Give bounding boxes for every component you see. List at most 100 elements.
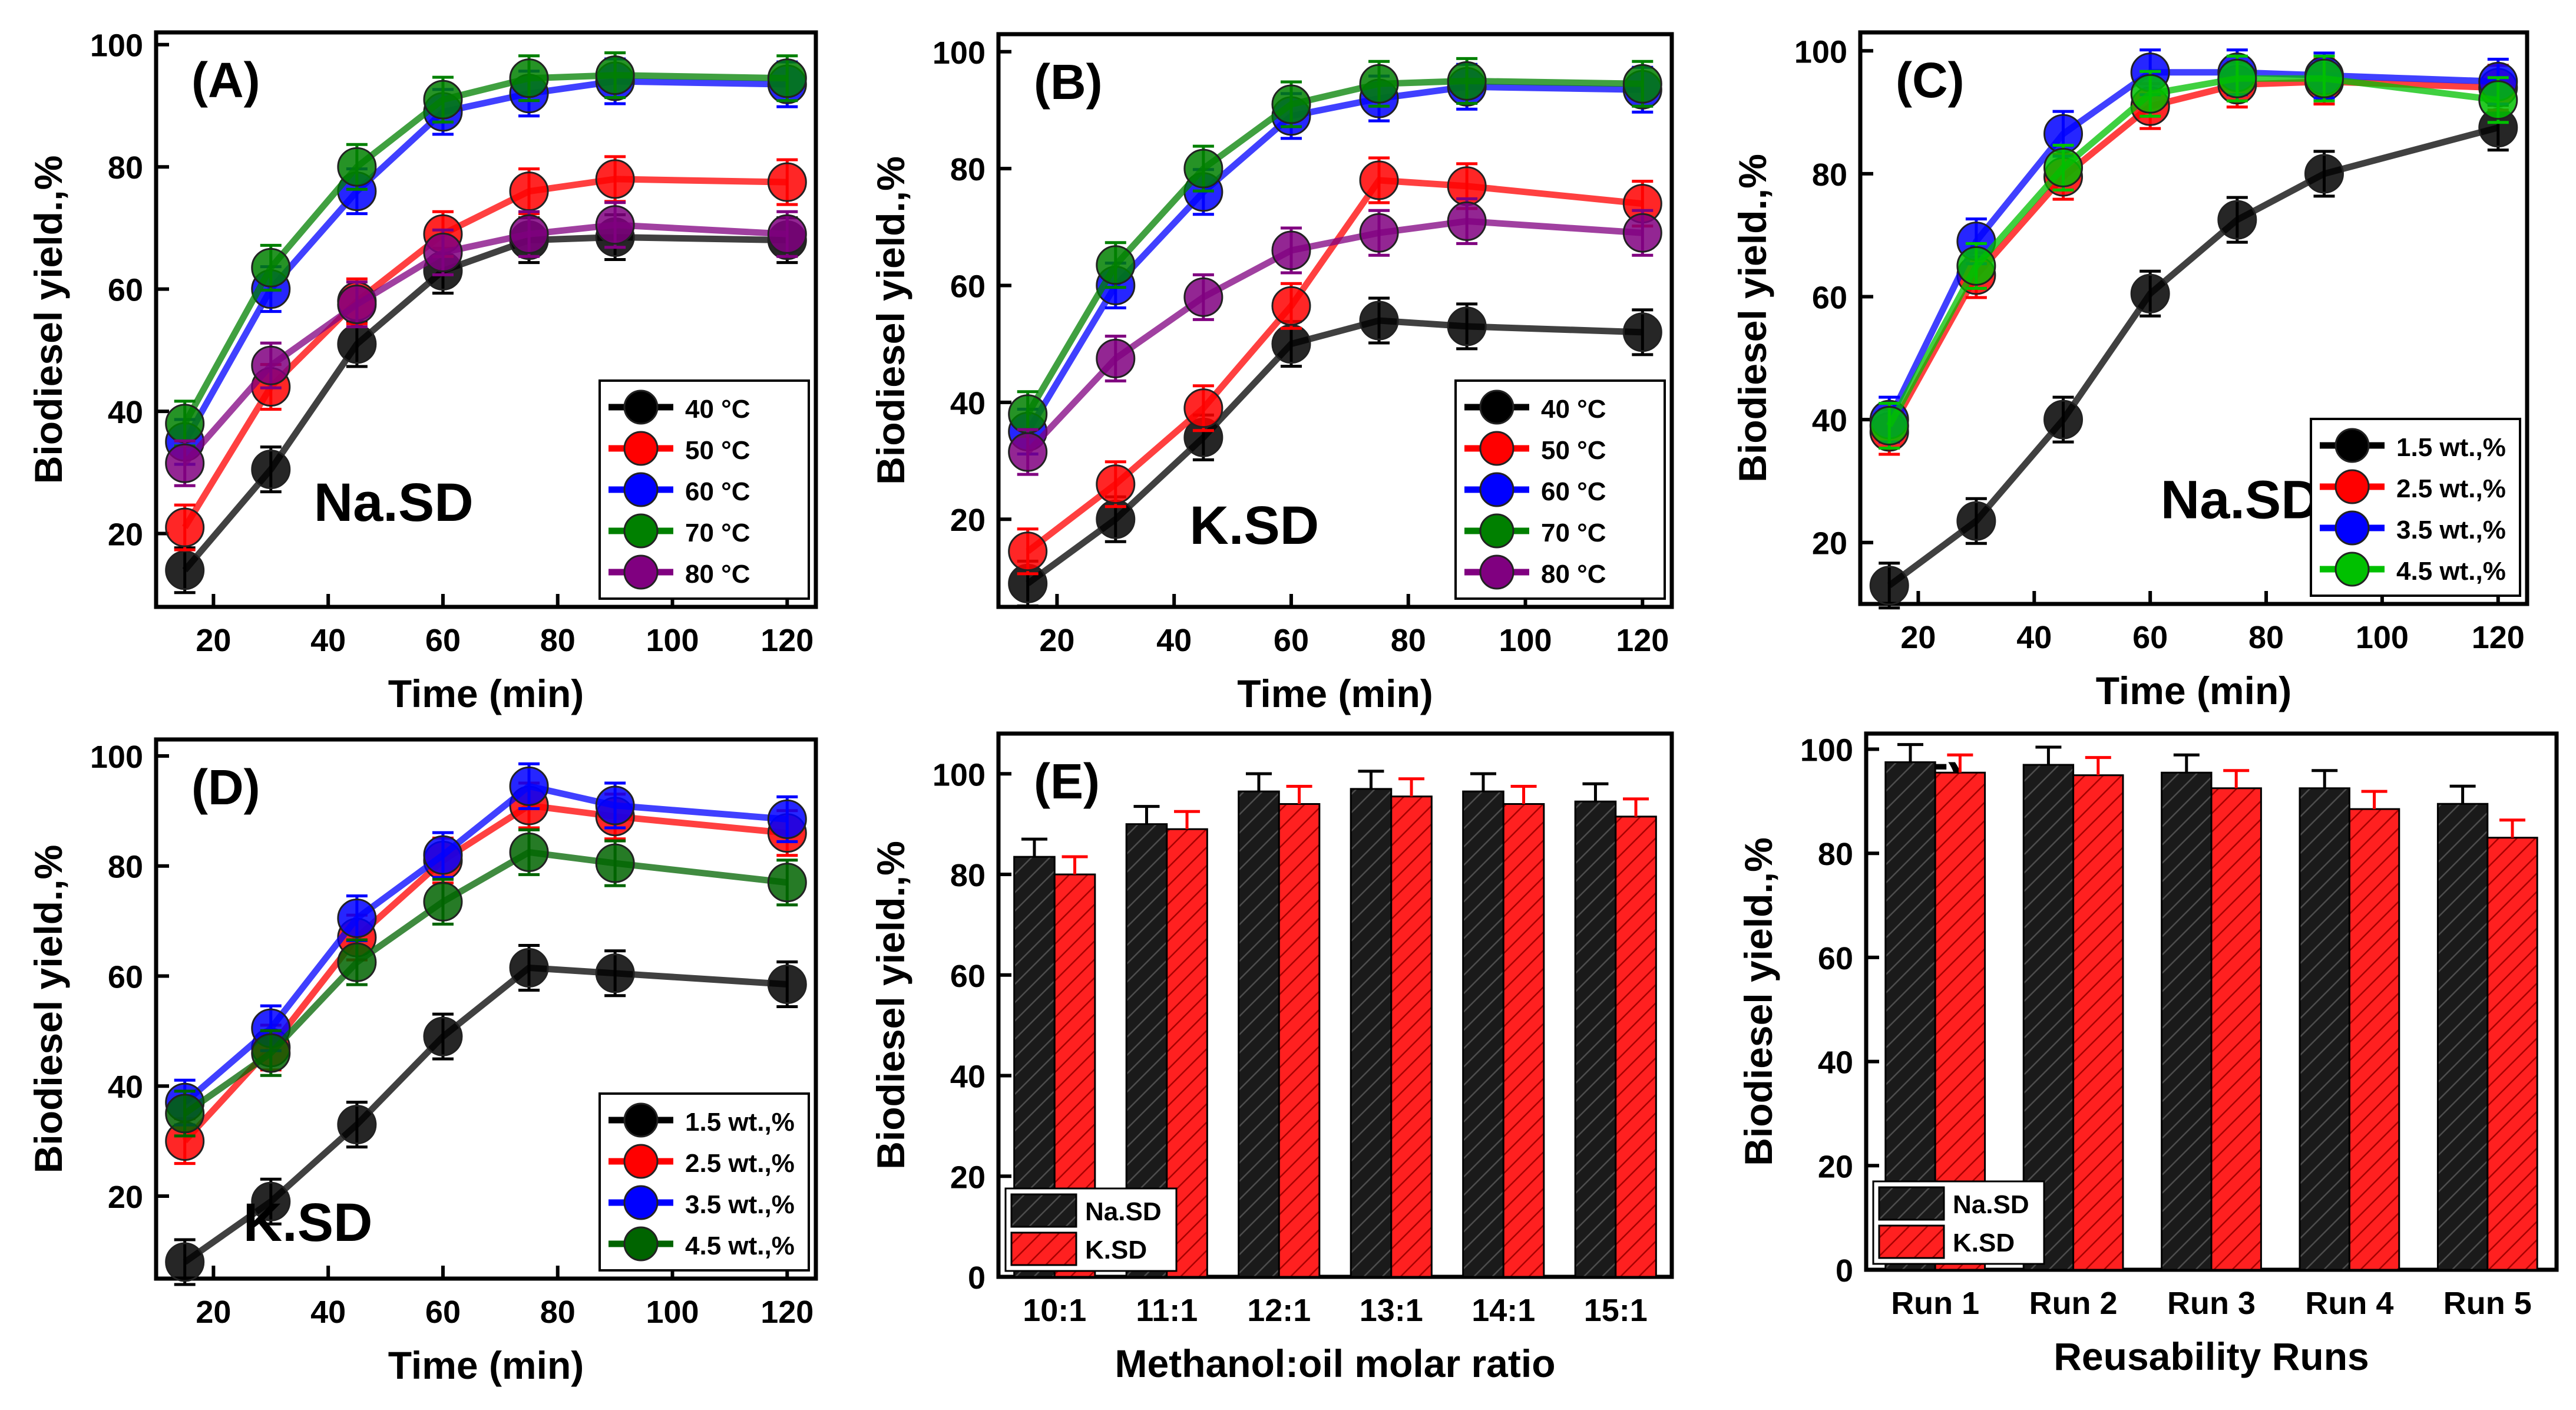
legend-swatch-marker — [623, 554, 659, 590]
x-tick-label: 40 — [310, 1295, 346, 1330]
panel-e-chart: 0 20 40 60 80 100 Methanol:oil molar ratio Biod… — [869, 731, 1674, 1385]
data-point — [767, 162, 807, 202]
data-point — [337, 147, 377, 187]
panel-label: (E) — [1034, 754, 1100, 809]
series-line — [182, 802, 788, 1144]
x-axis-title: Reusability Runs — [2053, 1335, 2369, 1378]
x-axis-title: Time (min) — [1237, 672, 1433, 715]
bar-k-sd — [1615, 815, 1657, 1278]
panel-label: (A) — [191, 52, 260, 108]
x-tick-label: Run 1 — [1891, 1286, 1979, 1321]
y-tick-label: 60 — [1818, 941, 1853, 976]
y-tick-label: 40 — [1812, 403, 1847, 438]
x-tick-label: 11:1 — [1136, 1293, 1198, 1328]
legend-entry: 1.5 wt.,% — [2396, 433, 2506, 462]
x-axis-title: Time (min) — [388, 1343, 584, 1387]
legend-swatch-marker — [1479, 513, 1514, 549]
plot-frame — [996, 32, 1674, 609]
data-point — [251, 345, 291, 385]
legend-entry: 50 °C — [1541, 436, 1606, 465]
x-tick-label: 80 — [540, 1295, 576, 1330]
data-point — [165, 550, 205, 590]
x-tick-label: Run 2 — [2029, 1286, 2118, 1321]
series-1-5-wt- — [165, 943, 807, 1286]
data-point — [165, 404, 205, 444]
data-point — [1183, 148, 1223, 189]
y-tick-label: 100 — [1794, 34, 1847, 70]
legend: 1.5 wt.,% 2.5 wt.,% 3.5 wt.,% 4.5 wt.,% — [598, 1092, 810, 1272]
x-axis-title: Time (min) — [388, 672, 584, 715]
legend-entry: Na.SD — [1085, 1197, 1162, 1226]
legend-entry: 2.5 wt.,% — [685, 1149, 795, 1178]
panel-c-chart: 20 40 60 80 100 20 40 60 80 100 120 Time (min) Biodi… — [1731, 30, 2529, 712]
y-tick-label: 80 — [108, 150, 143, 186]
bar-k-sd — [1390, 795, 1433, 1278]
legend-entry: 3.5 wt.,% — [685, 1190, 795, 1219]
x-tick-label: 14:1 — [1471, 1293, 1535, 1328]
legend-entry: 2.5 wt.,% — [2396, 474, 2506, 503]
bar-na-sd — [2436, 803, 2489, 1271]
data-point — [1359, 301, 1399, 341]
data-point — [767, 799, 807, 839]
y-tick-label: 20 — [950, 1160, 986, 1195]
dataset-annotation: Na.SD — [2161, 470, 2320, 530]
y-tick-label: 80 — [950, 858, 986, 893]
legend-swatch-marker — [1479, 389, 1514, 425]
bar-na-sd — [1350, 788, 1393, 1278]
data-point — [2130, 74, 2170, 114]
legend-entry: 3.5 wt.,% — [2396, 516, 2506, 544]
legend-swatch — [1878, 1224, 1945, 1259]
data-point — [595, 159, 635, 199]
bar-k-sd — [2210, 787, 2262, 1271]
legend-swatch-marker — [623, 1226, 659, 1262]
y-tick-label: 0 — [968, 1260, 986, 1296]
legend-entry: 60 °C — [685, 477, 750, 506]
legend-swatch-marker — [2334, 469, 2370, 504]
series-80-c — [165, 201, 807, 487]
x-tick-label: 60 — [425, 1295, 461, 1330]
x-tick-label: 120 — [1616, 623, 1669, 658]
y-axis-title: Biodiesel yield.,% — [27, 845, 70, 1174]
plot-frame — [1858, 30, 2529, 606]
y-axis-title: Biodiesel yield.,% — [1731, 154, 1774, 483]
legend-entry: 60 °C — [1541, 477, 1606, 506]
data-point — [1622, 312, 1662, 352]
data-point — [1956, 246, 1996, 286]
y-tick-label: 100 — [90, 739, 143, 775]
x-tick-label: 100 — [2356, 620, 2409, 655]
legend-entry: 80 °C — [685, 560, 750, 589]
x-tick-label: 80 — [1391, 623, 1426, 658]
x-tick-label: Run 3 — [2167, 1286, 2256, 1321]
data-point — [337, 285, 377, 325]
data-point — [1271, 286, 1311, 326]
x-tick-label: 40 — [310, 623, 346, 658]
y-tick-label: 100 — [1800, 733, 1853, 768]
legend-entry: 40 °C — [1541, 395, 1606, 424]
legend-swatch — [1010, 1193, 1077, 1228]
x-tick-label: 10:1 — [1023, 1293, 1086, 1328]
bar-na-sd — [1574, 800, 1617, 1278]
data-point — [251, 450, 291, 490]
legend: Na.SD K.SD — [1004, 1187, 1178, 1272]
y-axis-title: Biodiesel yield.,% — [869, 841, 912, 1170]
data-point — [1008, 432, 1048, 472]
legend: 1.5 wt.,% 2.5 wt.,% 3.5 wt.,% 4.5 wt.,% — [2310, 418, 2521, 597]
legend-swatch-marker — [2334, 552, 2370, 587]
legend-swatch-marker — [623, 1144, 659, 1179]
x-axis-title: Time (min) — [2096, 669, 2291, 712]
legend-entry: 4.5 wt.,% — [2396, 557, 2506, 586]
data-point — [767, 214, 807, 254]
data-point — [1447, 201, 1487, 241]
plot-frame — [154, 737, 818, 1281]
data-point — [337, 1105, 377, 1145]
series-70-c — [165, 51, 807, 448]
panel-d-chart: 20 40 60 80 100 20 40 60 80 100 120 Time (min) Biodi… — [27, 737, 818, 1387]
legend-swatch-marker — [623, 389, 659, 425]
data-point — [337, 324, 377, 364]
y-tick-label: 100 — [932, 35, 986, 71]
y-tick-label: 60 — [108, 959, 143, 995]
data-point — [1008, 394, 1048, 434]
x-tick-label: 60 — [425, 623, 461, 658]
legend-swatch-marker — [623, 472, 659, 507]
legend-swatch — [1010, 1231, 1077, 1266]
